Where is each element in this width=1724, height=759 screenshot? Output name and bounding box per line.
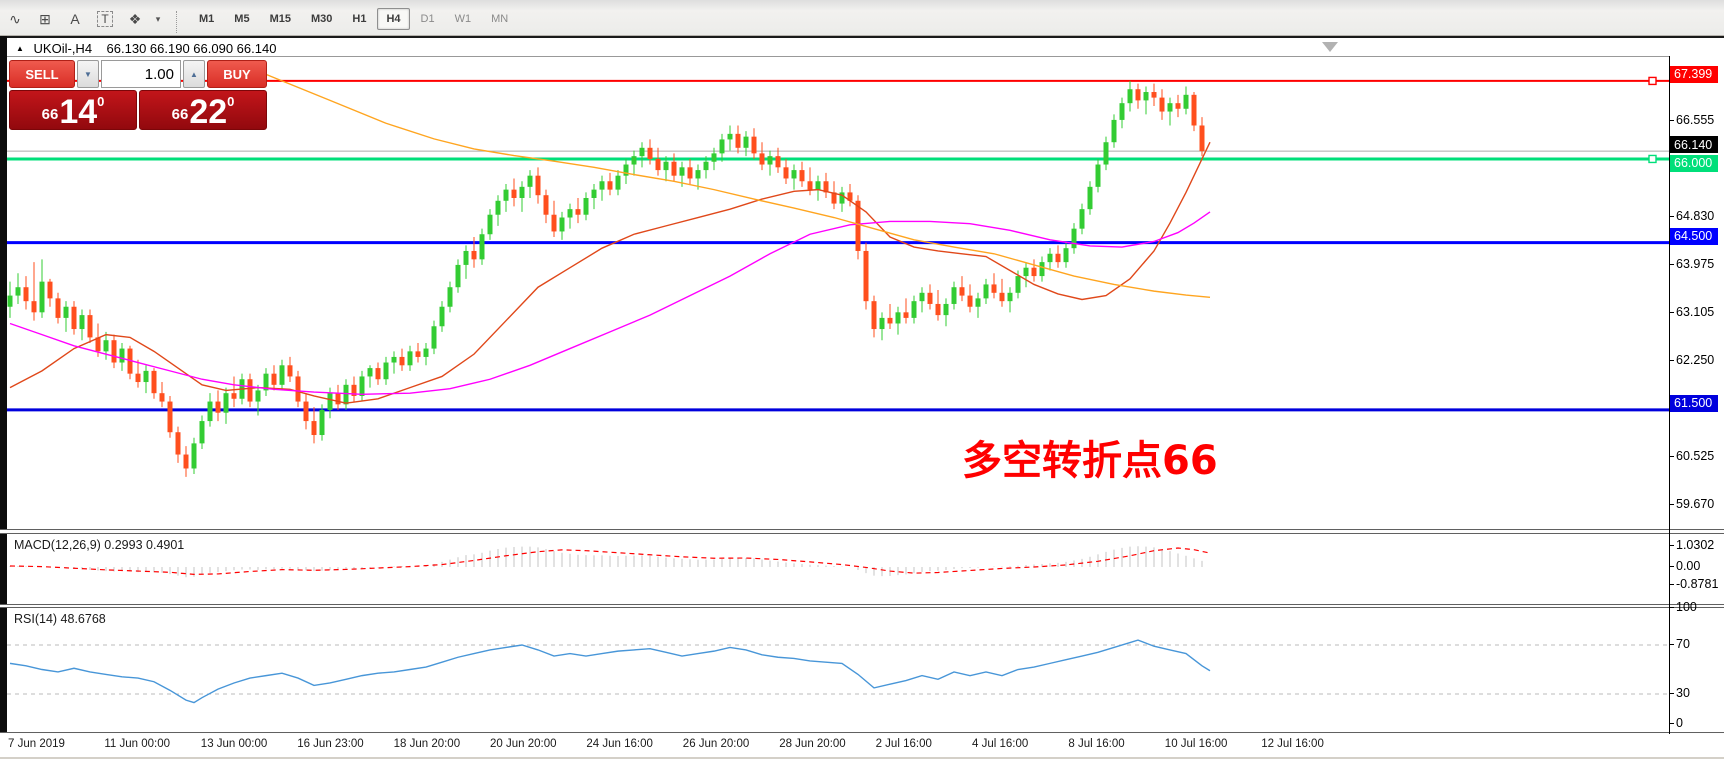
timeframe-button-mn[interactable]: MN: [491, 13, 509, 25]
sell-price-big: 14: [59, 93, 98, 131]
toolbar-drag-handle[interactable]: [176, 11, 183, 33]
date-label: 11 Jun 00:00: [104, 738, 171, 750]
toolbar: ∿ ⊞ A T ❖ ▾ M1 M5 M15 M30 H1 H4 D1 W1 MN: [0, 0, 1724, 36]
price-badge: 61.500: [1670, 394, 1718, 412]
buy-price-sup: 0: [227, 94, 235, 109]
timeframe-button-h1[interactable]: H1: [352, 13, 367, 25]
date-label: 4 Jul 16:00: [972, 738, 1029, 750]
price-chart-surface[interactable]: [7, 56, 1669, 529]
pane-separator: [0, 732, 1724, 734]
date-label: 20 Jun 20:00: [490, 738, 557, 750]
macd-histogram: [9, 546, 1203, 578]
buy-price-big: 22: [189, 93, 228, 131]
timeframe-button-h4[interactable]: H4: [377, 8, 410, 30]
timeframe-button-m30[interactable]: M30: [310, 13, 333, 25]
date-scale[interactable]: 7 Jun 2019 11 Jun 00:00 13 Jun 00:00 16 Jun…: [0, 734, 1724, 757]
date-label: 13 Jun 00:00: [200, 738, 268, 750]
macd-label: MACD(12,26,9) 0.2993 0.4901: [14, 538, 185, 552]
text-label-icon[interactable]: A: [70, 11, 80, 27]
date-label: 12 Jul 16:00: [1261, 738, 1324, 750]
collapse-icon[interactable]: ▲: [16, 44, 24, 53]
volume-input[interactable]: 1.00: [101, 60, 181, 88]
dropdown-caret-icon[interactable]: ▾: [155, 13, 161, 24]
window-left-border: [0, 36, 7, 759]
candlestick-series: [7, 80, 1205, 477]
price-badge: 66.140: [1670, 136, 1718, 154]
ma-fast-line: [9, 141, 1211, 404]
price-tick: 64.830: [1670, 209, 1714, 223]
date-label: 24 Jun 16:00: [586, 738, 653, 750]
volume-down-spinner[interactable]: ▼: [77, 60, 99, 88]
timeframe-button-m15[interactable]: M15: [269, 13, 291, 25]
text-box-icon[interactable]: T: [92, 7, 118, 31]
date-label: 8 Jul 16:00: [1068, 738, 1125, 750]
pane-separator[interactable]: [0, 604, 1724, 608]
sell-price-sup: 0: [97, 94, 105, 109]
buy-price-base: 66: [171, 106, 189, 123]
buy-price-button[interactable]: 66 22 0: [139, 90, 267, 130]
horizontal-level-lines: [7, 76, 1669, 412]
pane-separator[interactable]: [0, 529, 1724, 534]
price-tick: 59.670: [1670, 497, 1714, 511]
macd-signal-line: [9, 547, 1211, 575]
sell-price-base: 66: [41, 106, 59, 123]
timeframe-button-d1[interactable]: D1: [420, 13, 435, 25]
ohlc-quote: 66.130 66.190 66.090 66.140: [106, 41, 277, 56]
window-bottom-strip: [0, 757, 1724, 759]
rsi-line: [9, 639, 1211, 704]
indicators-icon[interactable]: ∿: [9, 10, 21, 27]
timeframe-button-m5[interactable]: M5: [234, 13, 250, 25]
chart-text-annotation: 多空转折点66: [962, 438, 1218, 484]
buy-button[interactable]: BUY: [207, 60, 267, 88]
symbol-label: UKOil-,H4: [33, 41, 93, 56]
cycles-icon[interactable]: ❖: [128, 10, 142, 27]
price-tick: 62.250: [1670, 353, 1714, 367]
date-label: 7 Jun 2019: [8, 738, 65, 750]
price-tick: 66.555: [1670, 113, 1714, 127]
timeframe-button-m1[interactable]: M1: [199, 13, 215, 25]
rsi-scale-tick: 0: [1670, 716, 1683, 730]
date-label: 26 Jun 20:00: [682, 738, 750, 750]
one-click-trade-panel: SELL ▼ 1.00 ▲ BUY 66 14 0 66 22 0: [9, 60, 267, 130]
date-label: 18 Jun 20:00: [393, 738, 461, 750]
grid-period-icon[interactable]: ⊞: [39, 10, 51, 27]
macd-scale-tick: 0.00: [1670, 559, 1700, 573]
macd-pane[interactable]: [7, 534, 1669, 604]
chart-title: ▲ UKOil-,H4 66.130 66.190 66.090 66.140: [16, 41, 276, 56]
macd-scale-tick: -0.8781: [1670, 577, 1718, 591]
window-top-border: [0, 36, 1724, 38]
date-label: 16 Jun 23:00: [297, 738, 364, 750]
timeframe-button-w1[interactable]: W1: [454, 13, 472, 25]
price-scale-axis[interactable]: [1669, 56, 1670, 734]
sell-button[interactable]: SELL: [9, 60, 75, 88]
macd-scale-tick: 1.0302: [1670, 538, 1714, 552]
price-badge: 64.500: [1670, 227, 1718, 245]
price-tick: 63.975: [1670, 257, 1714, 271]
date-label: 2 Jul 16:00: [875, 738, 932, 750]
date-label: 28 Jun 20:00: [779, 738, 846, 750]
date-label: 10 Jul 16:00: [1164, 738, 1228, 750]
price-tick: 63.105: [1670, 305, 1714, 319]
price-tick: 60.525: [1670, 449, 1714, 463]
ma-slow-line: [233, 60, 1211, 298]
drawing-tools-group: ∿ ⊞ A T ❖ ▾: [0, 5, 166, 33]
rsi-label: RSI(14) 48.6768: [14, 612, 106, 626]
chart-shift-marker[interactable]: [1322, 42, 1338, 52]
rsi-pane[interactable]: [7, 608, 1669, 732]
price-badge: 67.399: [1670, 65, 1718, 83]
price-badge: 66.000: [1670, 154, 1718, 172]
sell-price-button[interactable]: 66 14 0: [9, 90, 137, 130]
volume-up-spinner[interactable]: ▲: [183, 60, 205, 88]
rsi-scale-tick: 70: [1670, 637, 1690, 651]
rsi-scale-tick: 100: [1670, 600, 1697, 614]
ma-mid-line: [9, 211, 1211, 396]
timeframe-group: M1 M5 M15 M30 H1 H4 D1 W1 MN: [189, 5, 518, 33]
rsi-scale-tick: 30: [1670, 686, 1690, 700]
